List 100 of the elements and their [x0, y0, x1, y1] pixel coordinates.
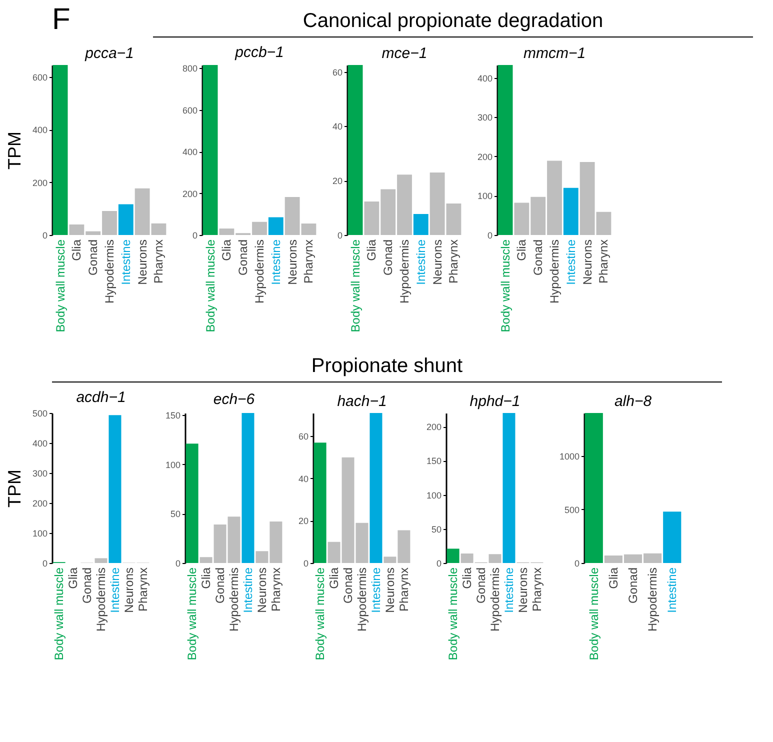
x-tick-label: Pharynx	[446, 240, 461, 284]
x-tick-label: Glia	[199, 567, 214, 589]
x-tick-label: Hypodermis	[94, 568, 108, 632]
x-tick-label: Intestine	[665, 567, 680, 613]
y-tick-label: 400	[32, 125, 48, 136]
x-tick-label: Neurons	[516, 568, 530, 613]
x-tick-label: Body wall muscle	[498, 239, 512, 332]
y-tick-label: 400	[32, 438, 48, 448]
y-tick-label: 50	[431, 524, 442, 534]
y-tick-label: 0	[487, 230, 492, 240]
y-tick-label: 600	[32, 72, 48, 83]
chart-title: mmcm−1	[523, 45, 586, 62]
x-tick-label: Neurons	[382, 568, 397, 613]
bar	[584, 413, 603, 563]
x-tick-label: Gonad	[474, 568, 488, 604]
y-tick-label: 400	[182, 147, 198, 158]
x-tick-label: Intestine	[564, 239, 578, 285]
y-tick-label: 1000	[559, 451, 580, 462]
y-tick-label: 0	[175, 558, 180, 568]
x-tick-label: Intestine	[414, 239, 428, 285]
bar	[413, 214, 428, 235]
bar	[186, 444, 198, 563]
x-tick-label: Gonad	[213, 568, 228, 604]
x-tick-label: Pharynx	[396, 568, 411, 612]
x-tick-label: Hypodermis	[252, 240, 266, 304]
y-tick-label: 100	[426, 490, 442, 500]
x-tick-label: Pharynx	[268, 568, 283, 612]
x-tick-label: Body wall muscle	[203, 239, 218, 332]
x-tick-label: Gonad	[531, 240, 546, 276]
x-tick-label: Intestine	[240, 567, 255, 613]
x-tick-label: Hypodermis	[488, 568, 502, 632]
x-tick-label: Pharynx	[302, 240, 316, 284]
y-tick-label: 60	[298, 432, 308, 442]
x-tick-label: Intestine	[118, 239, 133, 285]
y-tick-label: 200	[477, 152, 492, 162]
y-tick-label: 0	[192, 230, 198, 240]
y-tick-label: 500	[564, 504, 580, 515]
y-tick-label: 20	[298, 516, 308, 526]
x-tick-label: Body wall muscle	[52, 567, 66, 660]
x-tick-label: Hypodermis	[227, 568, 241, 632]
bar	[202, 65, 218, 235]
x-tick-label: Hypodermis	[548, 240, 562, 304]
y-tick-label: 40	[332, 122, 342, 132]
chart-title: hphd−1	[470, 393, 520, 410]
x-tick-label: Glia	[70, 239, 84, 261]
x-tick-label: Pharynx	[596, 240, 611, 284]
x-tick-label: Glia	[66, 567, 80, 589]
chart-title: pcca−1	[84, 45, 134, 62]
x-tick-label: Glia	[514, 239, 529, 261]
y-tick-label: 0	[42, 230, 48, 240]
x-tick-label: Pharynx	[136, 568, 150, 612]
x-tick-label: Glia	[220, 239, 234, 261]
x-tick-label: Intestine	[368, 567, 383, 613]
x-tick-label: Gonad	[236, 240, 250, 276]
bar	[108, 415, 122, 563]
x-tick-label: Body wall muscle	[446, 567, 460, 660]
y-tick-label: 0	[42, 558, 48, 568]
x-tick-label: Hypodermis	[102, 240, 116, 304]
x-tick-label: Intestine	[502, 567, 516, 613]
x-tick-label: Body wall muscle	[53, 239, 68, 332]
x-tick-label: Pharynx	[152, 240, 166, 284]
y-tick-label: 200	[426, 422, 442, 432]
bar	[52, 65, 68, 235]
x-tick-label: Glia	[460, 567, 474, 589]
x-tick-label: Hypodermis	[398, 240, 412, 304]
bar	[314, 442, 326, 563]
x-tick-label: Gonad	[341, 568, 356, 604]
x-tick-label: Neurons	[430, 240, 444, 285]
bar	[446, 548, 460, 563]
y-tick-label: 400	[477, 73, 492, 84]
y-axis-title: TPM	[4, 470, 24, 508]
x-tick-label: Body wall muscle	[586, 567, 601, 660]
x-tick-label: Glia	[327, 567, 342, 589]
x-tick-label: Gonad	[626, 568, 640, 604]
y-tick-label: 150	[165, 410, 180, 420]
bar	[268, 217, 284, 235]
bar	[118, 204, 134, 235]
y-tick-label: 200	[32, 178, 48, 188]
y-tick-label: 60	[332, 67, 342, 78]
y-tick-label: 20	[332, 176, 342, 186]
y-tick-label: 100	[477, 191, 492, 202]
x-tick-label: Body wall muscle	[313, 567, 328, 660]
y-tick-label: 100	[32, 528, 48, 538]
chart-title: alh−8	[614, 393, 652, 410]
y-axis-title: TPM	[4, 132, 24, 170]
bar	[498, 65, 513, 235]
chart-title: acdh−1	[76, 389, 126, 406]
y-tick-label: 300	[32, 468, 48, 478]
x-tick-label: Neurons	[122, 568, 136, 613]
y-tick-label: 200	[182, 188, 198, 199]
x-tick-label: Neurons	[285, 240, 300, 285]
y-tick-label: 0	[436, 558, 442, 568]
x-tick-label: Glia	[364, 239, 379, 261]
bar	[348, 65, 363, 235]
x-tick-label: Gonad	[80, 568, 94, 604]
x-tick-label: Hypodermis	[646, 568, 660, 632]
y-tick-label: 50	[170, 509, 180, 520]
y-tick-label: 0	[574, 558, 580, 568]
y-tick-label: 40	[298, 474, 308, 484]
text: F	[52, 3, 70, 36]
